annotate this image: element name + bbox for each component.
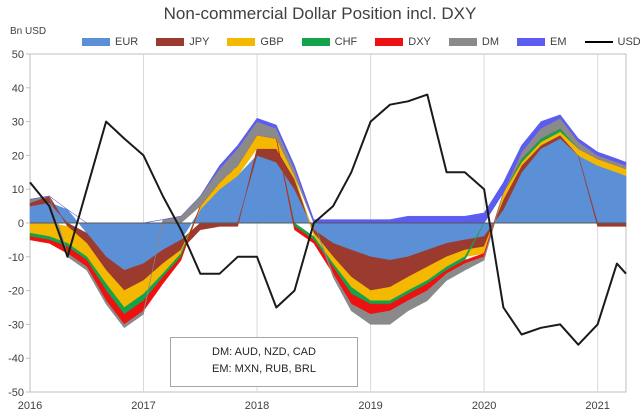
legend-item-dm: DM <box>448 36 499 48</box>
y-tick-label: -40 <box>8 353 24 365</box>
line-usd <box>29 93 627 346</box>
legend-label-chf: CHF <box>334 36 358 48</box>
legend-item-jpy: JPY <box>156 36 209 48</box>
x-tick-label-2016: 2016 <box>18 400 42 412</box>
y-axis-unit-label: Bn USD <box>10 26 47 37</box>
y-tick-label: 0 <box>18 218 24 230</box>
legend-item-dxy: DXY <box>375 36 431 48</box>
legend-item-chf: CHF <box>301 36 358 48</box>
legend-item-em: EM <box>517 36 567 48</box>
y-tick-label: -50 <box>8 387 24 399</box>
x-tick-label-2020: 2020 <box>472 400 496 412</box>
area-layer <box>29 114 627 329</box>
y-tick-label: 40 <box>12 83 24 95</box>
legend-label-gbp: GBP <box>260 36 284 48</box>
legend-swatch-gbp <box>227 38 256 46</box>
x-tick-label-2019: 2019 <box>358 400 382 412</box>
y-tick-label: 10 <box>12 184 24 196</box>
legend-line-usd <box>584 41 613 43</box>
annotation-box: DM: AUD, NZD, CAD EM: MXN, RUB, BRL <box>170 337 358 387</box>
legend-label-eur: EUR <box>115 36 139 48</box>
y-tick-label: -20 <box>8 286 24 298</box>
legend-swatch-chf <box>301 38 330 46</box>
legend-item-usd: USD <box>584 36 640 48</box>
annotation-line-dm: DM: AUD, NZD, CAD <box>212 346 316 358</box>
legend-label-jpy: JPY <box>189 36 210 48</box>
legend-item-gbp: GBP <box>227 36 284 48</box>
legend-item-eur: EUR <box>82 36 138 48</box>
legend-swatch-dxy <box>375 38 404 46</box>
legend-swatch-eur <box>82 38 110 46</box>
legend-label-dxy: DXY <box>408 36 431 48</box>
y-tick-label: -30 <box>8 319 24 331</box>
x-tick-label-2018: 2018 <box>245 400 269 412</box>
x-tick-label-2021: 2021 <box>585 400 609 412</box>
legend-label-usd: USD <box>617 36 640 48</box>
area-em <box>29 114 627 224</box>
legend: EUR JPY GBP CHF DXY DM EM USD <box>82 35 640 49</box>
legend-label-dm: DM <box>481 36 499 48</box>
legend-swatch-dm <box>448 38 477 46</box>
y-tick-label: 20 <box>12 150 24 162</box>
legend-swatch-jpy <box>156 38 185 46</box>
axis-layer: -50 -40 -30 -20 -10 0 10 20 30 40 50 2016 2017 2018 20… <box>8 49 610 412</box>
x-tick-label-2017: 2017 <box>131 400 155 412</box>
line-layer <box>29 93 627 346</box>
y-tick-label: 30 <box>12 117 24 129</box>
legend-swatch-em <box>517 38 545 46</box>
y-tick-label: 50 <box>12 49 24 61</box>
y-tick-label: -10 <box>8 252 24 264</box>
annotation-line-em: EM: MXN, RUB, BRL <box>212 363 316 375</box>
legend-label-em: EM <box>550 36 567 48</box>
chart-title: Non-commercial Dollar Position incl. DXY <box>163 4 477 23</box>
